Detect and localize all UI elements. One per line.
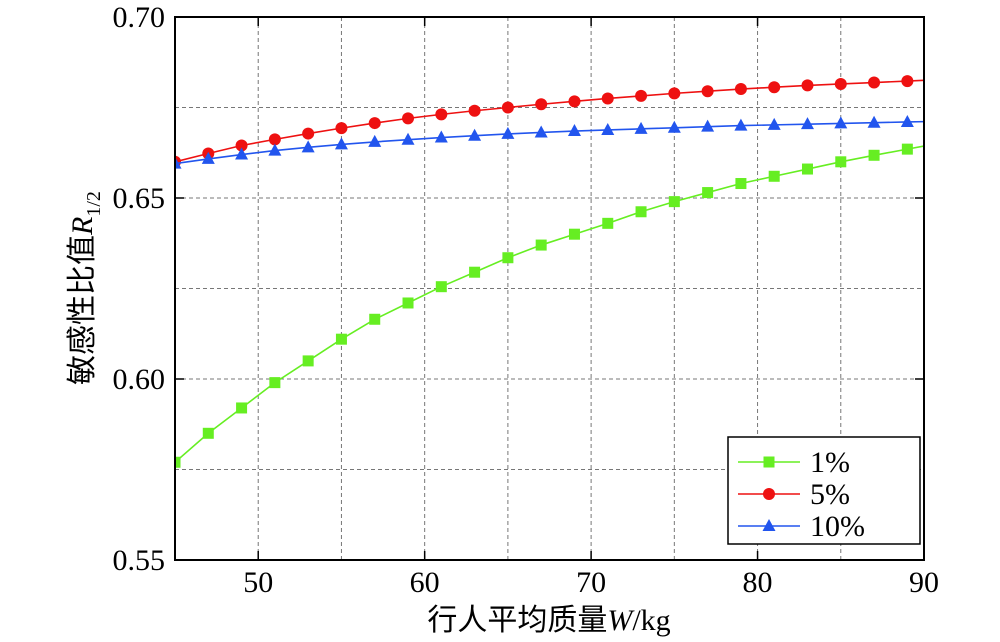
data-point: [202, 427, 214, 439]
data-point: [368, 134, 382, 147]
data-point: [568, 95, 581, 108]
x-axis-label: 行人平均质量W/kg: [427, 603, 670, 638]
data-point: [634, 121, 648, 134]
data-point: [668, 87, 681, 100]
data-point: [900, 114, 914, 127]
series-layer: [175, 75, 924, 468]
data-point: [301, 140, 315, 153]
x-tick-label: 70: [576, 566, 606, 599]
y-tick-label: 0.70: [113, 1, 166, 34]
data-point: [501, 126, 515, 139]
legend: 1%5%10%: [727, 436, 921, 545]
data-point: [468, 128, 482, 141]
data-point: [268, 143, 282, 156]
data-point: [535, 239, 547, 251]
data-point: [567, 124, 581, 137]
legend-label: 5%: [810, 478, 850, 511]
data-point: [734, 83, 747, 96]
x-tick-label: 50: [243, 566, 273, 599]
data-point: [502, 252, 514, 264]
y-tick-label: 0.65: [113, 182, 166, 215]
data-point: [402, 112, 415, 125]
data-point: [235, 147, 249, 160]
data-point: [568, 228, 580, 240]
data-point: [434, 130, 448, 143]
data-point: [834, 116, 848, 129]
data-point: [767, 117, 781, 130]
axis-ticks: 50 60 70 80 90 0.55 0.60 0.65 0.70: [113, 1, 940, 599]
data-point: [235, 139, 248, 152]
data-point: [469, 266, 481, 278]
data-point: [667, 120, 681, 133]
data-point: [368, 117, 381, 130]
data-point: [868, 149, 880, 161]
data-point: [175, 456, 181, 468]
x-tick-label: 60: [410, 566, 440, 599]
data-point: [269, 377, 281, 389]
data-point: [268, 133, 281, 146]
data-point: [335, 122, 348, 135]
data-point: [867, 115, 881, 128]
data-point: [335, 333, 347, 345]
data-point: [701, 85, 714, 98]
data-point: [302, 355, 314, 367]
data-point: [501, 101, 514, 114]
data-point: [702, 187, 714, 199]
data-point: [601, 92, 614, 105]
data-point: [668, 196, 680, 208]
data-point: [901, 143, 913, 155]
data-point: [401, 132, 415, 145]
data-point: [901, 75, 914, 88]
data-point: [834, 77, 847, 90]
data-point: [302, 127, 315, 140]
legend-marker: [762, 519, 776, 531]
data-point: [768, 81, 781, 94]
data-point: [535, 98, 548, 111]
data-point: [801, 79, 814, 92]
data-point: [601, 122, 615, 135]
x-tick-label: 80: [743, 566, 773, 599]
plot-frame: [174, 16, 925, 561]
data-point: [635, 89, 648, 102]
y-tick-label: 0.55: [113, 544, 166, 577]
data-point: [735, 178, 747, 190]
data-point: [768, 170, 780, 182]
legend-marker: [763, 456, 775, 468]
legend-marker: [763, 488, 775, 500]
y-axis-label: 敏感性比值R1/2: [65, 191, 105, 385]
data-point: [435, 108, 448, 121]
data-point: [701, 119, 715, 132]
data-point: [369, 313, 381, 325]
data-point: [602, 217, 614, 229]
data-point: [835, 156, 847, 168]
y-tick-label: 0.60: [113, 363, 166, 396]
data-point: [175, 156, 182, 169]
data-point: [334, 137, 348, 150]
data-point: [435, 281, 447, 293]
series-line: [175, 120, 924, 165]
data-point: [402, 297, 414, 309]
legend-label: 1%: [810, 446, 850, 479]
data-point: [468, 104, 481, 117]
x-tick-label: 90: [909, 566, 939, 599]
legend-label: 10%: [810, 510, 865, 543]
data-point: [201, 151, 215, 164]
data-point: [801, 163, 813, 175]
data-point: [868, 76, 881, 89]
data-point: [734, 118, 748, 131]
data-point: [800, 117, 814, 130]
data-point: [635, 206, 647, 218]
series-line: [175, 145, 924, 463]
data-point: [534, 125, 548, 138]
data-point: [236, 402, 248, 414]
